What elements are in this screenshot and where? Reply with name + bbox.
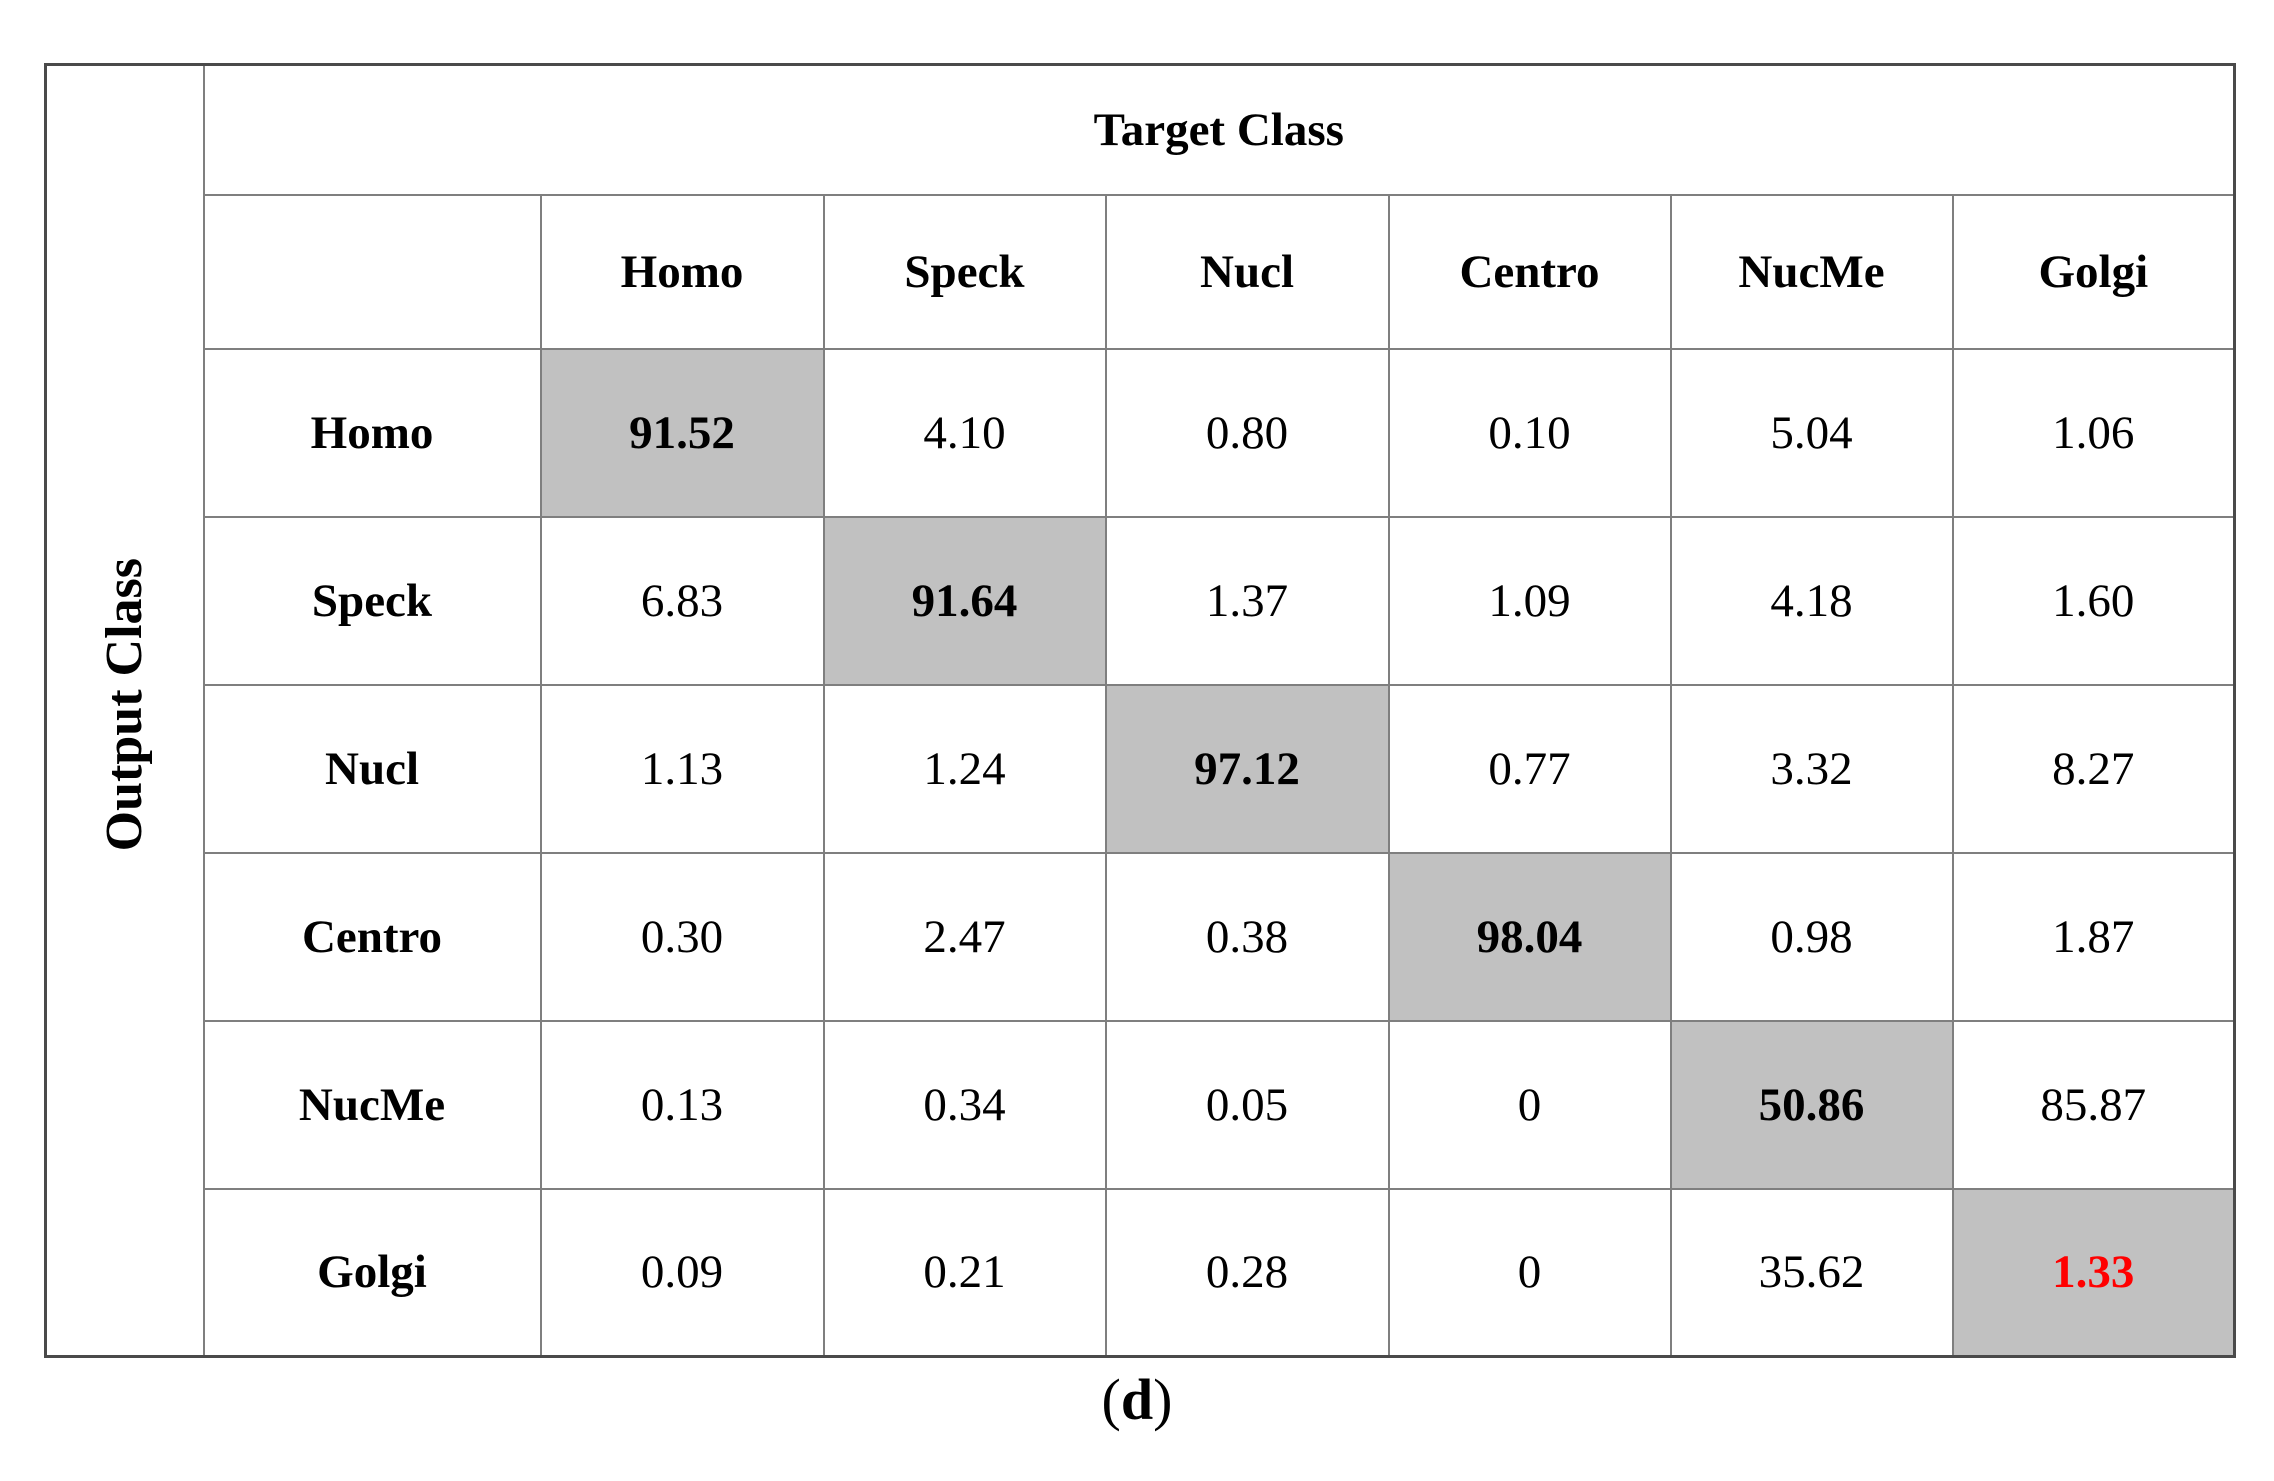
target-class-axis-label: Target Class	[202, 63, 2236, 196]
cell-speck-speck: 91.64	[822, 515, 1107, 686]
row-header-nucl: Nucl	[202, 683, 542, 854]
column-header-row: Homo Speck Nucl Centro NucMe Golgi	[46, 193, 2236, 350]
cell-nucl-speck: 1.24	[822, 683, 1107, 854]
cell-centro-centro: 98.04	[1387, 851, 1672, 1022]
matrix-row-nucme: NucMe 0.13 0.34 0.05 0 50.86 85.87	[46, 1019, 2236, 1190]
cell-nucme-homo: 0.13	[539, 1019, 825, 1190]
cell-golgi-golgi: 1.33	[1951, 1187, 2236, 1358]
cell-homo-speck: 4.10	[822, 347, 1107, 518]
matrix-row-nucl: Nucl 1.13 1.24 97.12 0.77 3.32 8.27	[46, 683, 2236, 854]
cell-nucme-centro: 0	[1387, 1019, 1672, 1190]
cell-nucl-homo: 1.13	[539, 683, 825, 854]
column-header-centro: Centro	[1387, 193, 1672, 350]
row-header-homo: Homo	[202, 347, 542, 518]
column-header-nucl: Nucl	[1104, 193, 1390, 350]
cell-centro-nucme: 0.98	[1669, 851, 1954, 1022]
cell-centro-homo: 0.30	[539, 851, 825, 1022]
cell-nucl-nucl: 97.12	[1104, 683, 1390, 854]
cell-golgi-nucl: 0.28	[1104, 1187, 1390, 1358]
column-header-homo: Homo	[539, 193, 825, 350]
cell-speck-centro: 1.09	[1387, 515, 1672, 686]
cell-speck-homo: 6.83	[539, 515, 825, 686]
cell-homo-nucl: 0.80	[1104, 347, 1390, 518]
cell-centro-nucl: 0.38	[1104, 851, 1390, 1022]
row-header-nucme: NucMe	[202, 1019, 542, 1190]
cell-homo-nucme: 5.04	[1669, 347, 1954, 518]
cell-golgi-homo: 0.09	[539, 1187, 825, 1358]
caption-close-paren: )	[1153, 1367, 1173, 1432]
matrix-row-homo: Homo 91.52 4.10 0.80 0.10 5.04 1.06	[46, 347, 2236, 518]
cell-nucl-nucme: 3.32	[1669, 683, 1954, 854]
cell-speck-golgi: 1.60	[1951, 515, 2236, 686]
cell-speck-nucme: 4.18	[1669, 515, 1954, 686]
matrix-row-golgi: Golgi 0.09 0.21 0.28 0 35.62 1.33	[46, 1187, 2236, 1358]
cell-golgi-nucme: 35.62	[1669, 1187, 1954, 1358]
column-header-golgi: Golgi	[1951, 193, 2236, 350]
caption-letter: d	[1120, 1367, 1154, 1432]
row-header-speck: Speck	[202, 515, 542, 686]
cell-nucme-nucl: 0.05	[1104, 1019, 1390, 1190]
column-header-nucme: NucMe	[1669, 193, 1954, 350]
cell-centro-speck: 2.47	[822, 851, 1107, 1022]
cell-speck-nucl: 1.37	[1104, 515, 1390, 686]
output-class-axis-label: Output Class	[95, 557, 153, 852]
cell-homo-homo: 91.52	[539, 347, 825, 518]
cell-nucl-golgi: 8.27	[1951, 683, 2236, 854]
confusion-matrix-table: Output Class Target Class Homo Speck Nucl C…	[44, 63, 2237, 1358]
target-class-row: Output Class Target Class	[44, 63, 2236, 1358]
cell-nucl-centro: 0.77	[1387, 683, 1672, 854]
output-class-axis-cell: Output Class	[44, 63, 205, 1358]
caption-open-paren: (	[1101, 1367, 1121, 1432]
row-header-golgi: Golgi	[202, 1187, 542, 1358]
cell-homo-centro: 0.10	[1387, 347, 1672, 518]
column-header-speck: Speck	[822, 193, 1107, 350]
cell-nucme-speck: 0.34	[822, 1019, 1107, 1190]
cell-nucme-nucme: 50.86	[1669, 1019, 1954, 1190]
cell-nucme-golgi: 85.87	[1951, 1019, 2236, 1190]
cell-homo-golgi: 1.06	[1951, 347, 2236, 518]
matrix-row-centro: Centro 0.30 2.47 0.38 98.04 0.98 1.87	[46, 851, 2236, 1022]
matrix-body: Output Class Target Class Homo Speck Nucl C…	[44, 63, 2236, 1358]
corner-spacer-cell	[202, 193, 542, 350]
cell-golgi-speck: 0.21	[822, 1187, 1107, 1358]
cell-centro-golgi: 1.87	[1951, 851, 2236, 1022]
cell-golgi-centro: 0	[1387, 1187, 1672, 1358]
row-header-centro: Centro	[202, 851, 542, 1022]
figure-caption: (d)	[0, 1366, 2274, 1433]
matrix-row-speck: Speck 6.83 91.64 1.37 1.09 4.18 1.60	[46, 515, 2236, 686]
